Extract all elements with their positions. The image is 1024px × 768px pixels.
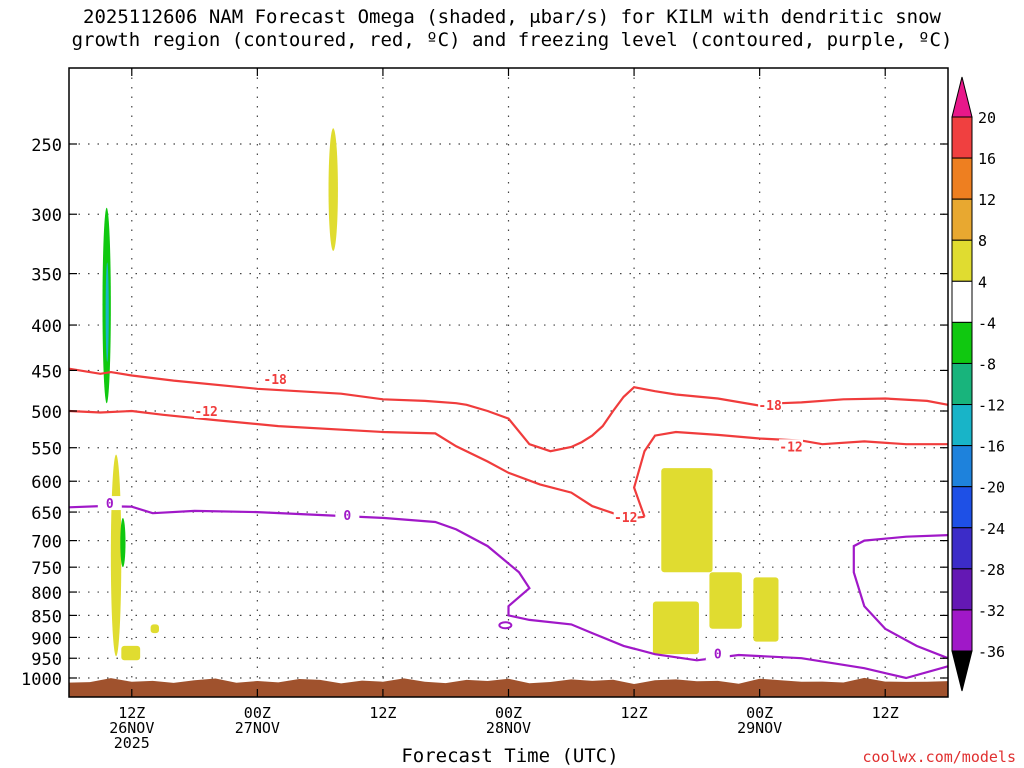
- contour-label-bg: [194, 404, 219, 418]
- colorbar-top-arrow: [951, 76, 973, 118]
- colorbar-band: [951, 239, 973, 282]
- omega-region: [150, 624, 159, 634]
- colorbar-band: [951, 157, 973, 200]
- contour-dgz-minus12: [632, 430, 948, 518]
- contour-label: -18: [758, 399, 782, 414]
- omega-region: [121, 645, 141, 661]
- colorbar-bottom-arrow: [951, 650, 973, 692]
- contour-label-bg: [613, 509, 638, 524]
- y-tick-label: 1000: [21, 670, 62, 690]
- y-tick-label: 500: [31, 403, 62, 423]
- colorbar-label: -36: [978, 643, 1005, 661]
- colorbar-label: 16: [978, 150, 996, 168]
- contour-label-bg: [705, 646, 730, 661]
- y-tick-label: 600: [31, 473, 62, 493]
- colorbar-label: 12: [978, 191, 996, 209]
- y-tick-label: 800: [31, 584, 62, 604]
- omega-region: [753, 577, 779, 642]
- omega-region: [105, 262, 109, 362]
- contour-label-bg: [779, 439, 804, 454]
- colorbar-label: -16: [978, 438, 1005, 456]
- contour-label-bg: [263, 371, 288, 386]
- colorbar-label: -12: [978, 397, 1005, 415]
- contour-label-bg: [758, 397, 783, 412]
- omega-region: [661, 468, 713, 573]
- x-tick-label: 00Z: [495, 704, 522, 722]
- y-tick-label: 300: [31, 206, 62, 226]
- colorbar-label: 20: [978, 109, 996, 127]
- y-tick-label: 850: [31, 607, 62, 627]
- contour-label: -12: [614, 511, 637, 526]
- omega-region: [120, 517, 126, 568]
- x-tick-label: 27NOV: [235, 719, 280, 737]
- contour-label: -18: [263, 373, 287, 388]
- chart-title: 2025112606 NAM Forecast Omega (shaded, μ…: [0, 6, 1024, 52]
- omega-region: [709, 572, 742, 629]
- colorbar-label: -32: [978, 602, 1005, 620]
- colorbar-band: [951, 198, 973, 241]
- y-tick-label: 950: [31, 650, 62, 670]
- colorbar-band: [951, 321, 973, 364]
- x-tick-label: 12Z: [369, 704, 396, 722]
- x-tick-label: 28NOV: [486, 719, 531, 737]
- y-tick-label: 550: [31, 440, 62, 460]
- omega-region: [328, 128, 338, 251]
- x-tick-label: 26NOV: [109, 719, 154, 737]
- colorbar-label: -4: [978, 314, 996, 332]
- x-tick-label: 12Z: [621, 704, 648, 722]
- y-tick-label: 350: [31, 266, 62, 286]
- contour-label: 0: [714, 647, 722, 662]
- contour-freezing-level: [852, 534, 949, 660]
- colorbar-band: [951, 116, 973, 159]
- x-tick-label: 00Z: [244, 704, 271, 722]
- colorbar-label: 8: [978, 232, 987, 250]
- colorbar-band: [951, 527, 973, 570]
- colorbar: 20 16 12 8 4 -4 -8 -12 -16 -20 -24 -28 -32 -36: [951, 76, 1005, 692]
- x-tick-label: 29NOV: [737, 719, 782, 737]
- y-axis: 2503003504004505005506006507007508008509…: [21, 136, 948, 690]
- colorbar-band: [951, 280, 973, 323]
- x-tick-label: 12Z: [872, 704, 899, 722]
- x-tick-label: 00Z: [746, 704, 773, 722]
- contours: -18 -12 -18 -12 -12 0 0 0: [68, 367, 949, 680]
- contour-label: -12: [194, 405, 217, 420]
- colorbar-label: 4: [978, 273, 987, 291]
- x-tick-label: 2025: [114, 734, 150, 752]
- chart-title-line1: 2025112606 NAM Forecast Omega (shaded, μ…: [83, 6, 941, 28]
- colorbar-label: -20: [978, 479, 1005, 497]
- colorbar-band: [951, 445, 973, 488]
- credit-link[interactable]: coolwx.com/models: [862, 748, 1016, 766]
- contour-dgz-minus12: [68, 409, 645, 520]
- contour-label: -12: [779, 440, 802, 455]
- colorbar-band: [951, 404, 973, 447]
- omega-region: [110, 454, 122, 657]
- contour-freezing-level: [68, 504, 949, 680]
- x-tick-label: 12Z: [118, 704, 145, 722]
- ground-terrain: [69, 677, 948, 697]
- colorbar-label: -28: [978, 561, 1005, 579]
- colorbar-band: [951, 568, 973, 611]
- colorbar-label: -8: [978, 355, 996, 373]
- y-tick-label: 450: [31, 362, 62, 382]
- contour-label: 0: [106, 497, 114, 512]
- y-tick-label: 700: [31, 533, 62, 553]
- contour-label-bg: [97, 496, 122, 511]
- chart-title-line2: growth region (contoured, red, ºC) and f…: [71, 29, 953, 51]
- contour-freezing-level-small: [498, 621, 513, 630]
- x-axis-title: Forecast Time (UTC): [401, 745, 619, 767]
- omega-region: [652, 601, 699, 655]
- contour-label-bg: [335, 508, 360, 523]
- colorbar-band: [951, 362, 973, 406]
- y-tick-label: 900: [31, 629, 62, 649]
- y-tick-label: 650: [31, 504, 62, 524]
- colorbar-band: [951, 486, 973, 529]
- y-tick-label: 750: [31, 559, 62, 579]
- y-tick-label: 400: [31, 317, 62, 337]
- colorbar-label: -24: [978, 520, 1005, 538]
- colorbar-band: [951, 609, 973, 652]
- y-tick-label: 250: [31, 136, 62, 156]
- contour-label: 0: [343, 509, 351, 524]
